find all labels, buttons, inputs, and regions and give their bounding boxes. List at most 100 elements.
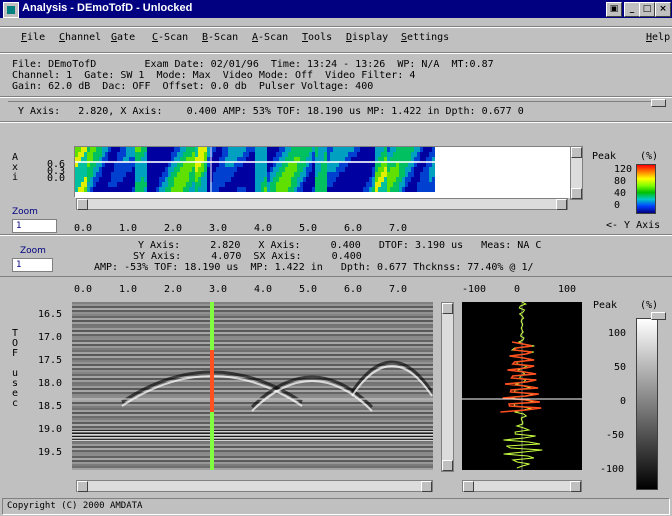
cscan-y-tick: 0.0: [47, 173, 66, 184]
ascan-scroll-left[interactable]: [463, 481, 474, 492]
peak-legend-tick: 40: [614, 188, 627, 199]
ascan-scroll-right[interactable]: [570, 481, 581, 492]
bscan-axis-letter: s: [12, 378, 19, 389]
menu-tools[interactable]: Tools: [302, 32, 333, 43]
bscan-h-scrollbar[interactable]: [76, 480, 433, 492]
cscan-x-tick: 1.0: [119, 223, 138, 234]
readout-line-3: AMP: -53% TOF: 18.190 us MP: 1.422 in Dp…: [94, 262, 534, 273]
bscan-axis-letter: F: [12, 348, 19, 359]
close-button[interactable]: ×: [655, 2, 671, 17]
cscan-scroll-right[interactable]: [556, 199, 567, 210]
ascan-plot[interactable]: [462, 302, 582, 470]
cscan-axis-letter: A: [12, 152, 19, 163]
cscan-y-tick: 0.6: [47, 159, 66, 170]
menu-gate[interactable]: Gate: [111, 32, 136, 43]
cscan-x-tick: 2.0: [164, 223, 183, 234]
readout-line-1: Y Axis: 2.820 X Axis: 0.400 DTOF: 3.190 …: [138, 240, 542, 251]
file-info-line: File: DEmoTofD Exam Date: 02/01/96 Time:…: [12, 59, 494, 70]
bscan-x-tick: 2.0: [164, 284, 183, 295]
ascan-h-scrollbar[interactable]: [462, 480, 582, 492]
cscan-x-tick: 0.0: [74, 223, 93, 234]
gray-legend-unit: (%): [640, 300, 659, 311]
ascan-x-tick: 0: [514, 284, 521, 295]
cscan-h-scrollbar[interactable]: [76, 198, 568, 210]
cscan-y-tick: 0.3: [47, 166, 66, 177]
bscan-axis-letter: u: [12, 368, 19, 379]
bscan-image[interactable]: [72, 302, 433, 470]
cscan-scroll-left[interactable]: [77, 199, 88, 210]
bscan-frame: [72, 302, 433, 470]
cscan-zoom-label: Zoom: [12, 207, 38, 217]
gray-legend-tick: 0: [620, 396, 627, 407]
bscan-scroll-left[interactable]: [77, 481, 88, 492]
bscan-x-tick: 1.0: [119, 284, 138, 295]
bscan-axis-letter: O: [12, 338, 19, 349]
peak-legend-tick: 120: [614, 164, 633, 175]
status-bar: Copyright (C) 2000 AMDATA: [2, 498, 670, 515]
peak-legend-title: Peak: [592, 151, 617, 162]
cscan-zoom-field[interactable]: 1: [12, 219, 57, 233]
cscan-axis-letter: i: [12, 172, 19, 183]
menu-c-scan[interactable]: C-Scan: [152, 32, 189, 43]
bscan-v-scrollbar[interactable]: [441, 302, 454, 472]
app-icon[interactable]: [3, 2, 19, 18]
readout-handle[interactable]: [651, 99, 666, 107]
bscan-scroll-right[interactable]: [421, 481, 432, 492]
y-axis-indicator: <- Y Axis: [606, 220, 661, 231]
cscan-x-tick: 4.0: [254, 223, 273, 234]
gray-legend-tick: -100: [600, 464, 625, 475]
cscan-axis-letter: x: [12, 162, 19, 173]
maximize-button[interactable]: □: [639, 2, 655, 17]
cursor-readout: Y Axis: 2.820, X Axis: 0.400 AMP: 53% TO…: [18, 106, 524, 117]
menu-file[interactable]: File: [21, 32, 46, 43]
cscan-x-tick: 5.0: [299, 223, 318, 234]
bscan-axis-letter: e: [12, 388, 19, 399]
gray-legend-tick: -50: [606, 430, 625, 441]
menu-a-scan[interactable]: A-Scan: [252, 32, 289, 43]
gain-info-line: Gain: 62.0 dB Dac: OFF Offset: 0.0 db Pu…: [12, 81, 374, 92]
ascan-x-tick: 100: [558, 284, 577, 295]
gray-scale: [636, 318, 658, 490]
bscan-zoom-field[interactable]: 1: [12, 258, 53, 272]
ascan-x-tick: -100: [462, 284, 487, 295]
gray-scale-handle[interactable]: [651, 312, 666, 320]
cscan-scroll-down[interactable]: [571, 188, 582, 199]
bscan-y-tick: 19.0: [38, 424, 63, 435]
cscan-scroll-up[interactable]: [571, 147, 582, 158]
gray-legend-tick: 100: [608, 328, 627, 339]
bscan-scroll-down[interactable]: [442, 460, 453, 471]
menu-settings[interactable]: Settings: [401, 32, 450, 43]
menu-help[interactable]: Help: [646, 32, 671, 43]
peak-legend-tick: 80: [614, 176, 627, 187]
bscan-x-tick: 3.0: [209, 284, 228, 295]
menu-bar: File Channel Gate C-Scan B-Scan A-Scan Tools Di…: [0, 30, 672, 46]
peak-legend-unit: (%): [640, 151, 659, 162]
bscan-axis-letter: T: [12, 328, 19, 339]
bscan-x-tick: 7.0: [389, 284, 408, 295]
cscan-image[interactable]: [75, 147, 570, 197]
bscan-y-tick: 18.5: [38, 401, 63, 412]
cscan-v-scrollbar[interactable]: [570, 146, 583, 200]
cscan-x-tick: 6.0: [344, 223, 363, 234]
bscan-scroll-up[interactable]: [442, 303, 453, 314]
restore-icon[interactable]: ▣: [606, 2, 622, 17]
minimize-button[interactable]: _: [624, 2, 640, 17]
bscan-x-tick: 4.0: [254, 284, 273, 295]
bscan-zoom-label: Zoom: [20, 246, 46, 256]
bscan-x-tick: 6.0: [344, 284, 363, 295]
channel-info-line: Channel: 1 Gate: SW 1 Mode: Max Video Mo…: [12, 70, 416, 81]
bscan-y-tick: 18.0: [38, 378, 63, 389]
menu-display[interactable]: Display: [346, 32, 389, 43]
menu-channel[interactable]: Channel: [59, 32, 102, 43]
menu-b-scan[interactable]: B-Scan: [202, 32, 239, 43]
title-bar: Analysis - DEmoTofD - Unlocked ▣ _ □ ×: [0, 0, 672, 18]
status-text: Copyright (C) 2000 AMDATA: [7, 501, 143, 511]
window-title: Analysis - DEmoTofD - Unlocked: [22, 2, 193, 14]
readout-line-2: SY Axis: 4.070 SX Axis: 0.400: [133, 251, 362, 262]
cscan-x-tick: 7.0: [389, 223, 408, 234]
bscan-y-tick: 17.0: [38, 332, 63, 343]
gray-legend-title: Peak: [593, 300, 618, 311]
ascan-frame: [462, 302, 582, 470]
cscan-x-tick: 3.0: [209, 223, 228, 234]
bscan-y-tick: 17.5: [38, 355, 63, 366]
